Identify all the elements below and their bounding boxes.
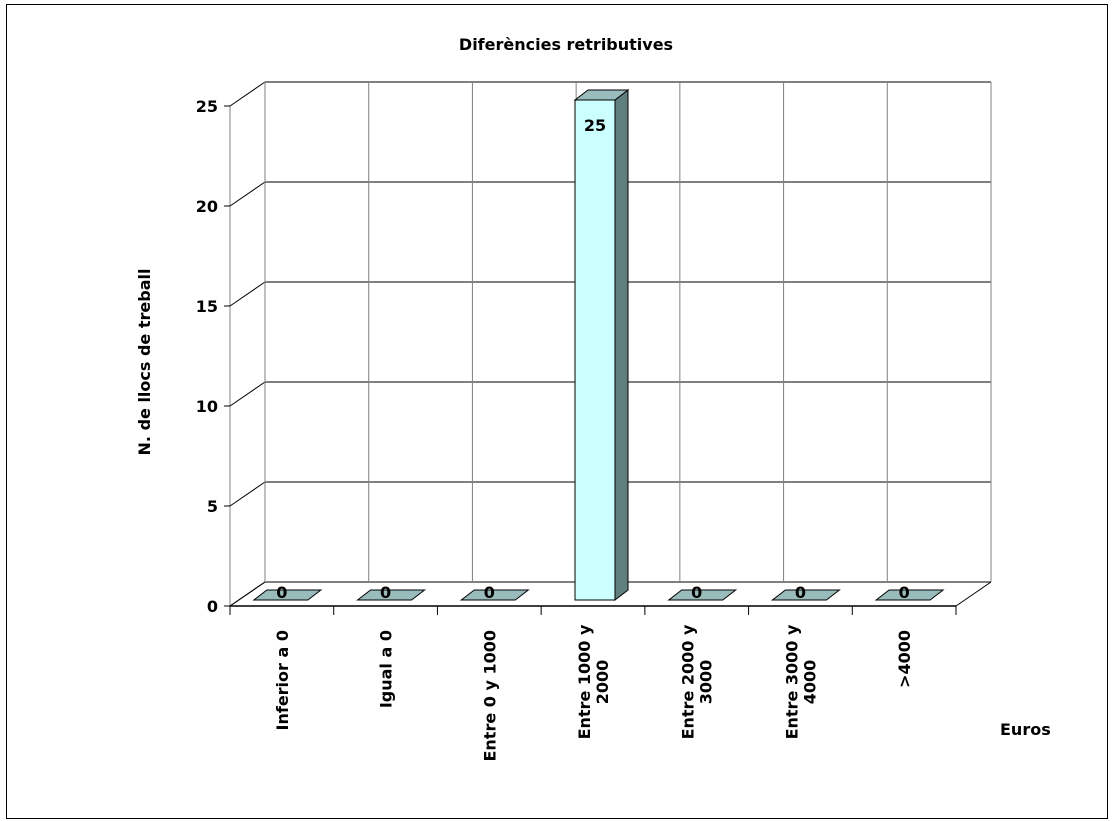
- gridline-wall: [229, 281, 266, 307]
- x-tick-label-line: >4000: [895, 630, 914, 688]
- x-tick-label-line: 3000: [697, 660, 716, 705]
- bar: [252, 589, 323, 601]
- x-tick-label: >4000: [895, 630, 914, 688]
- gridline-wall: [229, 81, 266, 107]
- y-axis-label: N. de llocs de treball: [135, 269, 154, 456]
- bar: [574, 99, 616, 601]
- bar: [459, 589, 530, 601]
- plot-area: 0 5 10 15 20 25 0 0 0 25 0 0 0 Inferior a 0 Igual a 0 E…: [196, 81, 992, 762]
- x-tick-label: Inferior a 0: [273, 630, 292, 730]
- floor-right-edge: [955, 581, 992, 607]
- x-tick-label-line: Entre 3000 y: [782, 624, 801, 739]
- bar-side: [614, 88, 629, 602]
- x-tick-label-line: Igual a 0: [377, 630, 396, 708]
- bar: [770, 589, 841, 601]
- x-tick-label: Entre 3000 y4000: [782, 624, 819, 739]
- floor-left-edge: [229, 581, 266, 607]
- x-tick-label-line: Entre 2000 y: [679, 624, 698, 739]
- bar: [356, 589, 427, 601]
- x-tick-label-line: Entre 1000 y: [575, 624, 594, 739]
- x-tick-label: Igual a 0: [377, 630, 396, 708]
- data-label: 0: [795, 583, 806, 602]
- data-label: 25: [584, 116, 606, 135]
- data-label: 0: [899, 583, 910, 602]
- bar: [667, 589, 738, 601]
- bar: [874, 589, 945, 601]
- data-label: 0: [691, 583, 702, 602]
- x-tick-label: Entre 1000 y2000: [575, 624, 612, 739]
- data-label: 0: [484, 583, 495, 602]
- y-tick-label: 0: [207, 597, 218, 616]
- gridline-wall: [229, 381, 266, 407]
- y-tick-label: 25: [196, 97, 218, 116]
- chart-title: Diferències retributives: [459, 35, 673, 54]
- x-tick-label-line: Entre 0 y 1000: [480, 630, 499, 762]
- gridline-wall: [229, 181, 266, 207]
- y-tick-label: 15: [196, 297, 218, 316]
- data-label: 0: [380, 583, 391, 602]
- y-tick-label: 10: [196, 397, 218, 416]
- gridline-wall: [229, 481, 266, 507]
- x-tick-label: Entre 2000 y3000: [679, 624, 716, 739]
- x-tick-label-line: Inferior a 0: [273, 630, 292, 730]
- x-tick-label-line: 4000: [800, 660, 819, 705]
- chart-frame: [6, 4, 1108, 819]
- x-tick-label-line: 2000: [593, 660, 612, 705]
- y-tick-label: 5: [207, 497, 218, 516]
- data-label: 0: [276, 583, 287, 602]
- x-tick-label: Entre 0 y 1000: [480, 630, 499, 762]
- x-axis-label: Euros: [1000, 720, 1051, 739]
- y-tick-label: 20: [196, 197, 218, 216]
